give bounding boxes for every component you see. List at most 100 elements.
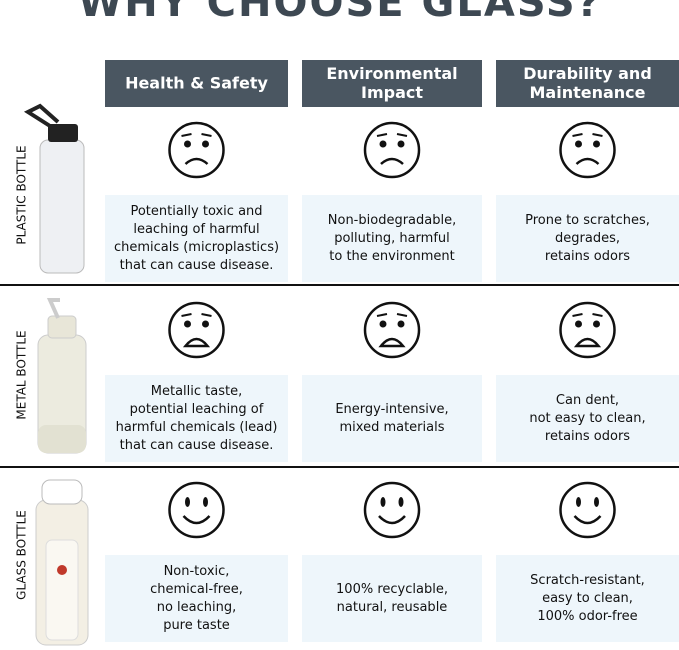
title: WHY CHOOSE GLASS?	[78, 0, 602, 26]
face	[559, 301, 616, 359]
face-icon	[559, 481, 616, 539]
text-box	[105, 375, 288, 462]
face-icon	[559, 301, 616, 359]
cell-text: Potentially toxic and	[130, 204, 262, 219]
eye	[594, 497, 599, 507]
eye	[398, 497, 404, 507]
cell-text: Metallic taste,	[151, 384, 242, 399]
brow	[572, 133, 603, 137]
text-box	[496, 195, 679, 282]
eye	[575, 320, 582, 328]
column-header	[302, 60, 482, 107]
cell-text: Prone to scratches,	[525, 213, 650, 228]
text-box	[496, 375, 679, 462]
column-header-text: Durability and	[523, 64, 652, 83]
mouth	[378, 515, 406, 525]
cell-text: 100% recyclable,	[336, 582, 448, 597]
cell-text: 100% odor-free	[537, 609, 637, 624]
cell-text: degrades,	[555, 231, 620, 246]
text-box	[302, 195, 482, 282]
eye	[380, 497, 386, 507]
face-icon	[559, 121, 616, 179]
column-header	[105, 60, 288, 107]
cell-text: polluting, harmful	[334, 231, 450, 246]
cell-text: Energy-intensive,	[335, 402, 448, 417]
plastic-bottle	[23, 103, 85, 274]
brow	[376, 133, 408, 137]
face	[168, 121, 225, 179]
eye	[397, 140, 405, 148]
cell-text: chemical-free,	[150, 582, 243, 597]
brow	[181, 133, 212, 137]
cell-text: easy to clean,	[542, 591, 633, 606]
cell-text: that can cause disease.	[120, 438, 274, 453]
cell-text: Non-toxic,	[164, 564, 230, 579]
face	[168, 301, 225, 359]
cell-text: harmful chemicals (lead)	[116, 420, 278, 435]
brow	[181, 313, 212, 317]
cell-text: to the environment	[329, 249, 454, 264]
mouth	[573, 515, 602, 525]
row-label: GLASS BOTTLE	[15, 510, 29, 600]
brow	[376, 313, 408, 317]
eye	[397, 320, 405, 328]
face	[559, 121, 616, 179]
eye	[184, 140, 191, 148]
cell-text: Can dent,	[556, 393, 619, 408]
eye	[593, 140, 600, 148]
text-box	[105, 555, 288, 642]
glass-bottle	[35, 479, 89, 646]
column-header-text: Maintenance	[529, 83, 645, 102]
text-box	[302, 375, 482, 462]
face-icon	[168, 481, 225, 539]
text-box	[496, 555, 679, 642]
text-box	[105, 195, 288, 282]
mouth	[378, 337, 406, 348]
eye	[184, 320, 191, 328]
face-icon	[363, 301, 421, 359]
eye	[379, 140, 387, 148]
cell-text: mixed materials	[340, 420, 445, 435]
cell-text: pure taste	[163, 618, 230, 633]
eye	[576, 497, 581, 507]
cell-text: chemicals (microplastics)	[114, 240, 279, 255]
cell-text: retains odors	[545, 429, 630, 444]
cell-text: retains odors	[545, 249, 630, 264]
face-icon	[168, 301, 225, 359]
row-label: PLASTIC BOTTLE	[15, 145, 29, 244]
eye	[575, 140, 582, 148]
column-header-text: Health & Safety	[125, 74, 268, 93]
mouth	[575, 157, 600, 165]
column-header	[496, 60, 679, 107]
eye	[203, 497, 208, 507]
cell-text: not easy to clean,	[529, 411, 645, 426]
cell-text: Scratch-resistant,	[530, 573, 645, 588]
eye	[379, 320, 387, 328]
mouth	[573, 337, 602, 348]
eye	[593, 320, 600, 328]
mouth	[380, 157, 404, 165]
cell-text: leaching of harmful	[133, 222, 259, 237]
cell-text: no leaching,	[157, 600, 237, 615]
face-icon	[363, 121, 421, 179]
face	[559, 481, 616, 539]
eye	[185, 497, 190, 507]
face-icon	[168, 121, 225, 179]
brow	[572, 313, 603, 317]
face	[363, 301, 421, 359]
column-header-text: Impact	[361, 83, 423, 102]
face	[363, 481, 421, 539]
face	[168, 481, 225, 539]
column-header-text: Environmental	[326, 64, 457, 83]
text-box	[302, 555, 482, 642]
face-icon	[363, 481, 421, 539]
mouth	[184, 157, 209, 165]
metal-bottle	[37, 298, 87, 454]
row-label: METAL BOTTLE	[15, 330, 29, 419]
face	[363, 121, 421, 179]
mouth	[182, 337, 211, 348]
eye	[202, 140, 209, 148]
mouth	[182, 515, 211, 525]
cell-text: Non-biodegradable,	[328, 213, 456, 228]
